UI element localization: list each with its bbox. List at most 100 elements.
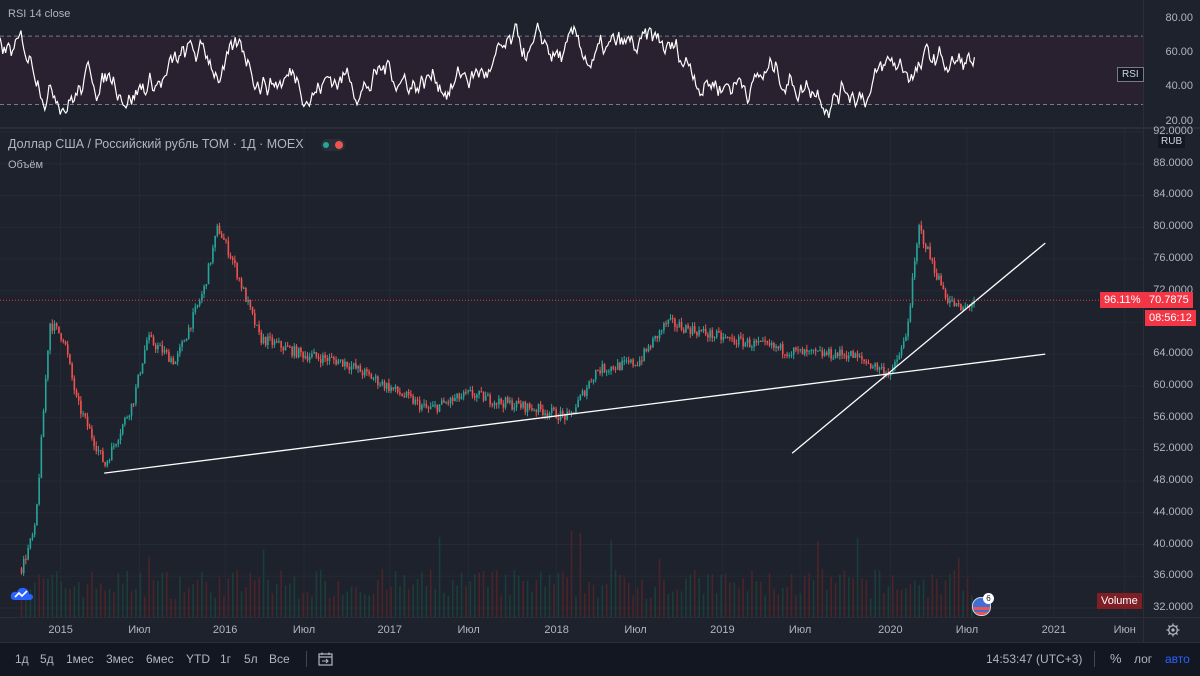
percent-toggle[interactable]: % [1110, 651, 1122, 666]
rsi-band [0, 36, 1143, 105]
range-button[interactable]: 1мес [66, 652, 94, 666]
volume-bar [218, 577, 221, 617]
main-pane[interactable]: Доллар США / Российский рубль ТОМ · 1Д ·… [0, 129, 1143, 617]
volume-bar [601, 584, 604, 617]
price-tick-label: 52.0000 [1153, 442, 1193, 455]
main-price-scale[interactable]: 92.0000 88.0000 84.0000 80.0000 76.0000 72.00… [1143, 125, 1200, 617]
auto-toggle[interactable]: авто [1165, 652, 1190, 666]
volume-bar [170, 598, 172, 617]
volume-bar [223, 595, 225, 617]
range-button[interactable]: 5д [40, 652, 54, 666]
volume-bar [209, 592, 212, 617]
pane-separator[interactable] [0, 127, 1200, 129]
us-flag-event-icon[interactable]: 6 [972, 593, 994, 616]
volume-bar [491, 572, 494, 617]
range-button[interactable]: Все [269, 652, 290, 666]
volume-bar [667, 593, 670, 617]
candle [300, 346, 302, 357]
candle [687, 322, 689, 330]
volume-bar [900, 589, 903, 617]
candle [49, 323, 51, 355]
candle [546, 409, 549, 420]
volume-bar [610, 540, 612, 617]
time-tick-label: 2017 [377, 624, 402, 636]
candle [638, 356, 641, 367]
candle [264, 336, 267, 348]
range-button[interactable]: 6мес [146, 652, 174, 666]
candle [328, 353, 331, 365]
currency-label[interactable]: RUB [1158, 135, 1186, 148]
candle [724, 334, 727, 339]
candle [865, 359, 868, 366]
candle [282, 345, 285, 355]
range-button[interactable]: YTD [186, 652, 210, 666]
candle [819, 346, 821, 352]
candle [238, 277, 241, 282]
candle [647, 343, 650, 353]
candle [185, 338, 188, 342]
candle [137, 374, 139, 389]
legend-toggle[interactable] [321, 138, 346, 151]
range-button[interactable]: 3мес [106, 652, 134, 666]
candle [704, 324, 707, 337]
candle [836, 351, 839, 359]
price-tick-label: 36.0000 [1153, 569, 1193, 582]
candle [29, 538, 32, 550]
volume-bar [29, 589, 32, 617]
candle [438, 404, 441, 413]
settings-gear-icon[interactable] [1166, 623, 1180, 637]
rsi-pane[interactable]: RSI 14 close [0, 0, 1143, 127]
candle [407, 388, 410, 399]
volume-bar [311, 596, 313, 617]
volume-bar [179, 576, 181, 617]
candle [396, 386, 399, 395]
candle [722, 333, 725, 343]
candle [577, 396, 579, 408]
candle [515, 400, 518, 411]
candle [91, 425, 93, 441]
volume-bar [878, 570, 881, 617]
clock-time[interactable]: 14:53:47 (UTC+3) [986, 652, 1083, 666]
candle [113, 442, 115, 450]
candle [641, 355, 643, 366]
candle [231, 255, 234, 265]
percent-change-tag: 96.11% [1100, 292, 1145, 308]
candle [922, 229, 925, 249]
candle [377, 375, 379, 389]
candle [150, 331, 153, 338]
candle [473, 392, 476, 401]
volume-bar [126, 570, 128, 617]
go-to-date-icon[interactable] [318, 652, 333, 666]
range-button[interactable]: 5л [244, 652, 258, 666]
candle [165, 348, 168, 355]
candle [176, 350, 179, 366]
volume-bar [874, 569, 876, 617]
candle [489, 392, 491, 408]
candle [341, 359, 344, 368]
candle [194, 303, 197, 315]
candle [297, 347, 300, 359]
candle [953, 297, 956, 307]
candle [223, 233, 225, 240]
volume-bar [86, 583, 89, 617]
range-button[interactable]: 1д [15, 652, 29, 666]
candle [313, 348, 315, 354]
volume-bar [654, 586, 656, 617]
range-button[interactable]: 1г [220, 652, 232, 666]
candle [900, 344, 903, 359]
chart-settings-corner[interactable] [1143, 617, 1200, 643]
candle [845, 350, 848, 362]
candle [370, 372, 373, 380]
time-axis[interactable]: 2015 Июл 2016 Июл 2017 Июл 2018 Июл 2019 Июл 2020 И… [0, 617, 1143, 643]
rsi-price-scale[interactable]: 80.00 60.00 40.00 20.00 RSI [1117, 0, 1200, 127]
log-toggle[interactable]: лог [1134, 652, 1153, 666]
candle [718, 327, 720, 334]
candle [735, 339, 738, 348]
volume-bar [135, 589, 137, 617]
volume-bar [240, 591, 243, 617]
candle [711, 327, 714, 343]
candle [172, 355, 175, 365]
candle [858, 353, 861, 358]
cloud-logo-icon[interactable] [10, 586, 34, 602]
rsi-badge: RSI [1117, 67, 1144, 82]
